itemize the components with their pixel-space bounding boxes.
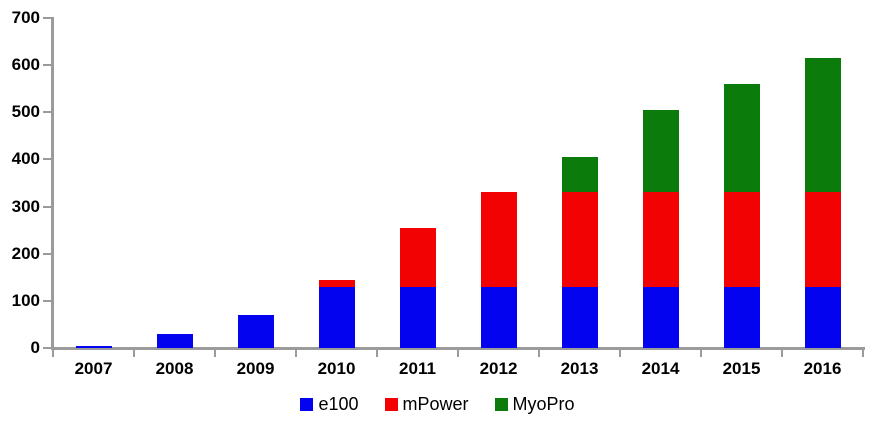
x-axis-label: 2014 — [641, 359, 680, 378]
y-tick-label: 400 — [11, 149, 40, 169]
bar-segment-MyoPro-2013 — [561, 157, 598, 193]
bar-segment-e100-2015 — [723, 286, 760, 348]
y-tick-label: 100 — [11, 290, 40, 310]
y-axis-line — [51, 17, 54, 350]
legend-label-myopro: MyoPro — [512, 394, 575, 414]
bar-segment-e100-2009 — [237, 315, 274, 348]
x-axis-label: 2015 — [722, 359, 761, 378]
x-axis-label: 2009 — [236, 359, 275, 378]
y-tick-mark — [43, 205, 52, 208]
x-tick-mark — [781, 350, 783, 357]
x-tick-mark — [214, 350, 216, 357]
y-tick-mark — [43, 64, 52, 67]
y-tick-label: 600 — [11, 55, 40, 75]
y-tick-label: 300 — [11, 196, 40, 216]
x-tick-mark — [619, 350, 621, 357]
bar-segment-e100-2013 — [561, 286, 598, 348]
bar-segment-e100-2007 — [75, 345, 112, 348]
y-tick-label: 0 — [30, 338, 40, 357]
legend-item-e100: e100 — [300, 394, 359, 414]
x-axis-label: 2007 — [74, 359, 113, 378]
y-tick-mark — [43, 17, 52, 19]
legend-label-e100: e100 — [318, 394, 359, 414]
x-tick-mark — [295, 350, 297, 357]
y-tick-mark — [43, 347, 52, 349]
legend-label-mpower: mPower — [402, 394, 469, 414]
x-axis-line — [51, 347, 865, 350]
bar-segment-MyoPro-2015 — [723, 84, 760, 193]
y-tick-mark — [43, 111, 52, 114]
x-tick-mark — [538, 350, 540, 357]
bar-segment-MyoPro-2014 — [642, 109, 679, 193]
y-tick-mark — [43, 299, 52, 302]
x-tick-mark — [700, 350, 702, 357]
x-axis-label: 2012 — [479, 359, 518, 378]
bar-segment-mPower-2016 — [804, 192, 841, 287]
bar-segment-mPower-2012 — [480, 192, 517, 287]
x-tick-mark — [133, 350, 135, 357]
bar-segment-mPower-2011 — [399, 227, 436, 287]
bar-segment-e100-2016 — [804, 286, 841, 348]
legend-swatch-e100 — [300, 397, 314, 411]
legend-swatch-mpower — [384, 397, 398, 411]
x-axis-label: 2008 — [155, 359, 194, 378]
legend: e100 mPower MyoPro — [0, 394, 875, 414]
x-axis-label: 2010 — [317, 359, 356, 378]
bar-segment-MyoPro-2016 — [804, 58, 841, 193]
bar-segment-e100-2011 — [399, 286, 436, 348]
legend-swatch-myopro — [494, 397, 508, 411]
x-tick-mark — [52, 350, 54, 357]
legend-item-myopro: MyoPro — [494, 394, 575, 414]
x-tick-mark — [862, 350, 864, 357]
y-tick-label: 500 — [11, 102, 40, 122]
x-axis-label: 2016 — [803, 359, 842, 378]
x-tick-mark — [376, 350, 378, 357]
bar-segment-e100-2012 — [480, 286, 517, 348]
x-tick-mark — [457, 350, 459, 357]
bar-segment-e100-2008 — [156, 333, 193, 348]
legend-item-mpower: mPower — [384, 394, 469, 414]
x-axis-label: 2011 — [399, 359, 436, 378]
bar-segment-mPower-2010 — [318, 279, 355, 287]
y-tick-label: 700 — [11, 8, 40, 27]
bar-segment-e100-2014 — [642, 286, 679, 348]
bar-segment-mPower-2015 — [723, 192, 760, 287]
bar-segment-e100-2010 — [318, 286, 355, 348]
bar-segment-mPower-2014 — [642, 192, 679, 287]
y-tick-mark — [43, 158, 52, 161]
x-axis-label: 2013 — [560, 359, 599, 378]
bar-segment-mPower-2013 — [561, 192, 598, 287]
y-tick-mark — [43, 252, 52, 255]
y-tick-label: 200 — [11, 243, 40, 263]
